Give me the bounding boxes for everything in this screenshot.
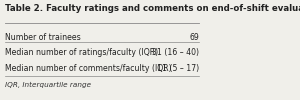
- Text: 69: 69: [189, 32, 199, 42]
- Text: Median number of ratings/faculty (IQR): Median number of ratings/faculty (IQR): [5, 48, 158, 57]
- Text: Number of trainees: Number of trainees: [5, 32, 81, 42]
- Text: 11 (5 – 17): 11 (5 – 17): [157, 64, 199, 73]
- Text: Median number of comments/faculty (IQR): Median number of comments/faculty (IQR): [5, 64, 172, 73]
- Text: Table 2. Faculty ratings and comments on end-of-shift evaluations: Table 2. Faculty ratings and comments on…: [5, 4, 300, 13]
- Text: IQR, Interquartile range: IQR, Interquartile range: [5, 82, 92, 88]
- Text: 31 (16 – 40): 31 (16 – 40): [152, 48, 199, 57]
